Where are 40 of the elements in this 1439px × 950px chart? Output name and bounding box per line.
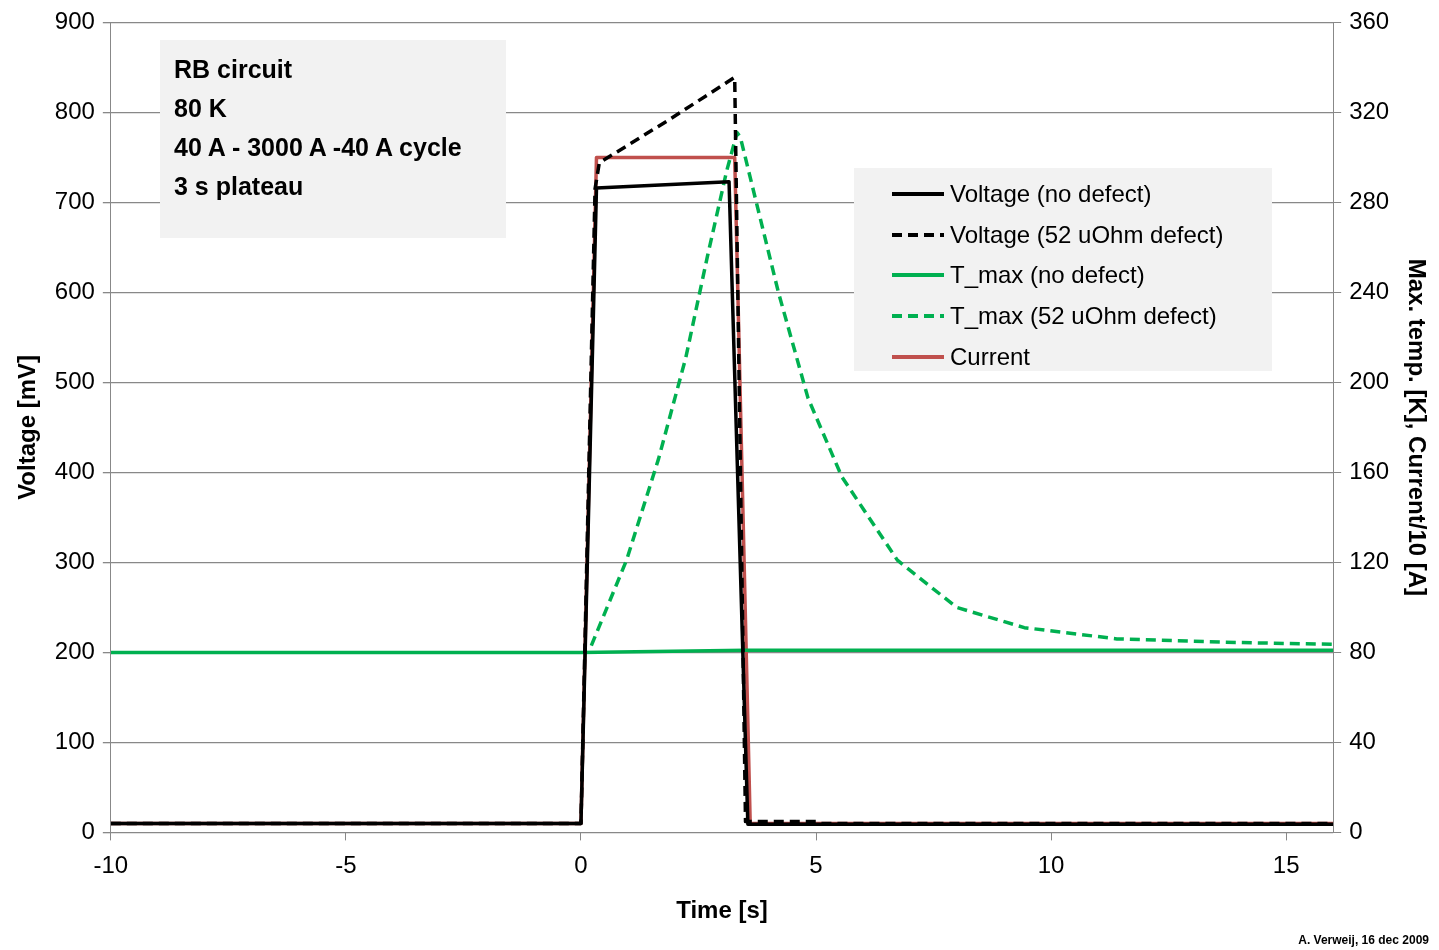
y-tick-label: 100 (54, 727, 95, 755)
y2-tick-label: 200 (1349, 367, 1390, 395)
y2-tick-label: 0 (1349, 817, 1363, 845)
x-tick-label: 0 (574, 851, 588, 879)
annotation: RB circuit (174, 54, 294, 85)
y2-tick-label: 160 (1349, 457, 1390, 485)
text: A. Verweij, 16 dec 2009 (1298, 933, 1429, 947)
x-axis-title: Time [s] (676, 896, 768, 924)
y-tick-label: 700 (54, 187, 95, 215)
y2-axis-title: Max. temp. [K], Current/10 [A] (1403, 258, 1431, 597)
legend-label: T_max (52 uOhm defect) (950, 302, 1217, 331)
y2-tick-label: 120 (1349, 547, 1390, 575)
y-tick-label: 600 (54, 277, 95, 305)
y2-tick-label: 360 (1349, 7, 1390, 35)
y2-tick-label: 320 (1349, 97, 1390, 125)
y-axis-title: Voltage [mV] (13, 354, 41, 500)
legend-label: Voltage (no defect) (950, 180, 1152, 209)
x-tick-label: 15 (1272, 851, 1300, 879)
legend-label: Voltage (52 uOhm defect) (950, 220, 1224, 249)
y-tick-label: 500 (54, 367, 95, 395)
y-tick-label: 300 (54, 547, 95, 575)
x-tick-label: -10 (93, 851, 129, 879)
annotation: 3 s plateau (174, 171, 305, 202)
y-tick-label: 900 (54, 7, 95, 35)
y-tick-label: 200 (54, 637, 95, 665)
y2-tick-label: 240 (1349, 277, 1390, 305)
legend-label: T_max (no defect) (950, 261, 1145, 290)
x-tick-label: 10 (1037, 851, 1065, 879)
annotation: 80 K (174, 93, 228, 124)
y-tick-label: 800 (54, 97, 95, 125)
line-series (589, 130, 1334, 648)
x-tick-label: 5 (809, 851, 823, 879)
y2-tick-label: 40 (1349, 727, 1376, 755)
y2-tick-label: 80 (1349, 637, 1376, 665)
annotation: 40 A - 3000 A -40 A cycle (174, 132, 463, 163)
y-tick-label: 400 (54, 457, 95, 485)
legend-label: Current (950, 342, 1031, 371)
y-tick-label: 0 (81, 817, 95, 845)
y2-tick-label: 280 (1349, 187, 1390, 215)
x-tick-label: -5 (335, 851, 357, 879)
